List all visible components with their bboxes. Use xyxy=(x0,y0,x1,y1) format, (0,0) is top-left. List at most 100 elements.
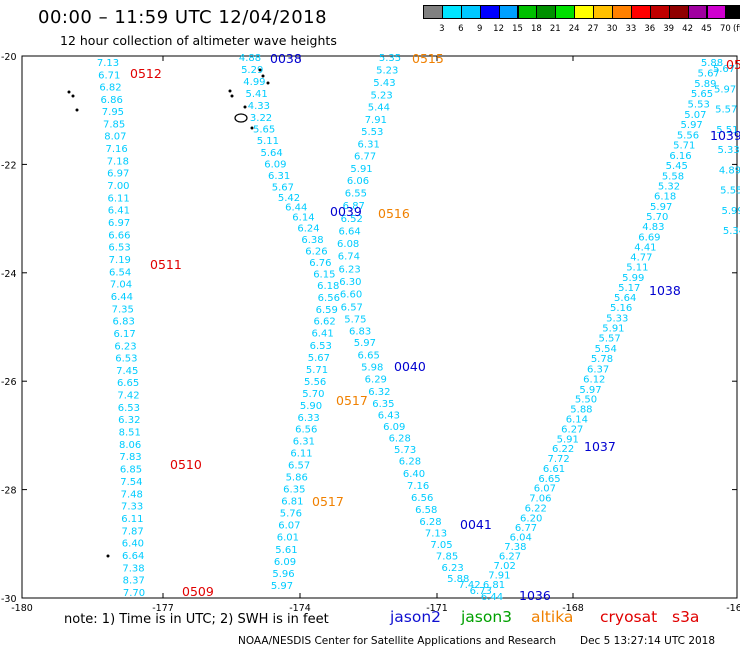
color-scale-label: 9 xyxy=(476,24,483,34)
lat-tick-label: -30 xyxy=(1,594,17,605)
island-marker xyxy=(234,113,248,123)
swh-value: 5.91 xyxy=(557,434,579,445)
note-text: note: 1) Time is in UTC; 2) SWH is in fe… xyxy=(64,612,329,627)
swh-value: 4.33 xyxy=(248,101,270,112)
swh-value: 7.02 xyxy=(494,561,516,572)
swh-value: 6.83 xyxy=(113,317,135,328)
swh-value: 6.23 xyxy=(114,341,136,352)
swh-value: 5.88 xyxy=(701,58,723,69)
swh-value: 7.16 xyxy=(105,144,127,155)
swh-value: 5.55 xyxy=(720,186,740,197)
swh-value: 6.69 xyxy=(638,232,660,243)
swh-value: 6.18 xyxy=(317,281,339,292)
swh-value: 6.60 xyxy=(340,290,362,301)
swh-value: 5.71 xyxy=(673,141,695,152)
swh-value: 7.83 xyxy=(119,452,141,463)
swh-value: 7.19 xyxy=(109,255,131,266)
pass-time-label: 0510 xyxy=(170,457,202,472)
swh-value: 6.30 xyxy=(339,277,361,288)
swh-value: 6.40 xyxy=(122,539,144,550)
swh-value: 5.50 xyxy=(575,395,597,406)
swh-value: 6.12 xyxy=(583,375,605,386)
swh-value: 6.31 xyxy=(358,139,380,150)
swh-value: 6.11 xyxy=(290,449,312,460)
swh-value: 7.48 xyxy=(121,489,143,500)
swh-value: 6.28 xyxy=(419,517,441,528)
swh-value: 7.33 xyxy=(121,502,143,513)
swh-value: 8.37 xyxy=(123,576,145,587)
lat-tick-label: -26 xyxy=(1,377,17,388)
swh-value: 6.35 xyxy=(283,484,305,495)
swh-value: 6.07 xyxy=(278,521,300,532)
swh-value: 6.57 xyxy=(288,461,310,472)
swh-value: 6.56 xyxy=(295,425,317,436)
color-scale-label: 24 xyxy=(568,24,580,34)
swh-value: 6.08 xyxy=(337,239,359,250)
swh-value: 7.91 xyxy=(488,571,510,582)
swh-value: 7.70 xyxy=(123,588,145,599)
island-marker xyxy=(71,94,75,98)
pass-time-label: 0515 xyxy=(412,51,444,66)
swh-value: 5.67 xyxy=(713,64,735,75)
legend-jason2: jason2 xyxy=(390,608,442,626)
color-scale-label: 30 xyxy=(606,24,618,34)
swh-value: 6.24 xyxy=(297,223,319,234)
swh-value: 6.11 xyxy=(108,193,130,204)
swh-value: 6.58 xyxy=(415,505,437,516)
lon-tick-label: -180 xyxy=(11,603,33,614)
swh-value: 6.31 xyxy=(293,437,315,448)
swh-value: 6.35 xyxy=(372,399,394,410)
swh-value: 5.16 xyxy=(610,303,632,314)
island-marker xyxy=(230,94,234,98)
swh-value: 6.18 xyxy=(654,192,676,203)
swh-value: 5.23 xyxy=(371,90,393,101)
swh-value: 6.11 xyxy=(121,514,143,525)
swh-value: 7.38 xyxy=(504,542,526,553)
swh-value: 7.04 xyxy=(110,280,132,291)
legend-altika: altika xyxy=(531,608,574,626)
swh-value: 5.64 xyxy=(260,148,282,159)
legend-cryosat: cryosat xyxy=(600,608,658,626)
swh-value: 6.32 xyxy=(368,387,390,398)
color-swatch xyxy=(725,5,740,19)
map-frame xyxy=(21,55,738,599)
swh-value: 7.95 xyxy=(102,107,124,118)
swh-value: 5.65 xyxy=(253,125,275,136)
swh-value: 5.75 xyxy=(344,314,366,325)
swh-value: 5.34 xyxy=(723,226,740,237)
swh-value: 7.38 xyxy=(122,563,144,574)
swh-value: 7.18 xyxy=(107,156,129,167)
pass-time-label: 1037 xyxy=(584,439,616,454)
swh-value: 6.38 xyxy=(301,235,323,246)
swh-value: 4.41 xyxy=(634,242,656,253)
swh-value: 5.97 xyxy=(650,202,672,213)
swh-value: 5.99 xyxy=(622,273,644,284)
footer-timestamp: Dec 5 13:27:14 UTC 2018 xyxy=(580,635,716,647)
swh-value: 8.06 xyxy=(119,440,141,451)
swh-value: 6.97 xyxy=(107,169,129,180)
swh-value: 6.61 xyxy=(543,464,565,475)
swh-value: 6.56 xyxy=(318,293,340,304)
swh-value: 5.53 xyxy=(361,127,383,138)
swh-value: 6.73 xyxy=(470,586,492,597)
swh-value: 7.05 xyxy=(430,540,452,551)
pass-time-label: 0517 xyxy=(312,494,344,509)
swh-value: 6.55 xyxy=(345,189,367,200)
color-scale-label: 45 xyxy=(701,24,712,34)
swh-value: 5.97 xyxy=(271,581,293,592)
swh-value: 6.32 xyxy=(118,415,140,426)
swh-value: 5.99 xyxy=(722,206,740,217)
swh-value: 6.06 xyxy=(347,176,369,187)
swh-value: 6.22 xyxy=(552,444,574,455)
island-marker xyxy=(250,126,254,130)
swh-value: 5.70 xyxy=(302,389,324,400)
swh-value: 5.58 xyxy=(662,171,684,182)
swh-value: 5.78 xyxy=(591,354,613,365)
swh-value: 6.82 xyxy=(99,83,121,94)
swh-value: 5.67 xyxy=(308,353,330,364)
swh-value: 6.14 xyxy=(566,414,588,425)
swh-value: 6.86 xyxy=(101,95,123,106)
swh-value: 6.15 xyxy=(313,269,335,280)
swh-value: 5.29 xyxy=(241,65,263,76)
island-marker xyxy=(261,74,265,78)
